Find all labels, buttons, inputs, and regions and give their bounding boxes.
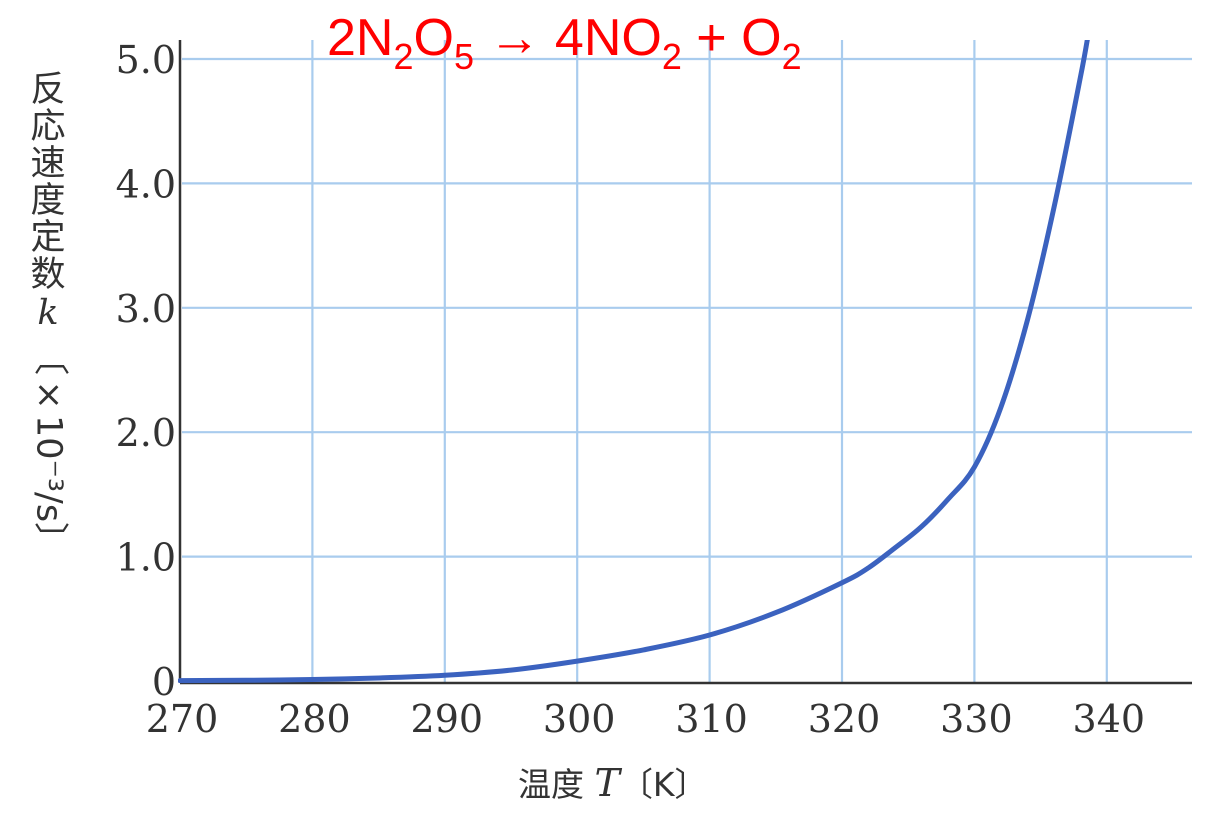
x-axis-label: 温度 T〔K〕 (518, 758, 708, 806)
x-axis-unit: 〔K〕 (619, 765, 708, 804)
chart-title: 2N2O5 → 4NO2 + O2 (327, 9, 802, 75)
title-part: O (413, 9, 454, 67)
x-axis-label-prefix: 温度 (518, 765, 595, 804)
series (178, 40, 1090, 684)
y-tick-label: 3.0 (116, 287, 176, 331)
y-axis-unit: 〔×10⁻³/s〕 (28, 339, 69, 557)
title-subscript: 2 (661, 36, 682, 77)
plot-background (182, 40, 1192, 683)
y-axis-label-char: 定 (30, 218, 66, 259)
y-axis-variable: k (37, 292, 59, 333)
y-tick-label: 0 (152, 660, 176, 704)
y-axis-label-char: 数 (30, 255, 66, 296)
y-axis-label-char: 度 (30, 181, 66, 222)
y-axis-label-char: 反 (30, 70, 66, 110)
title-part: 2N (327, 9, 394, 67)
title-part: → 4NO (474, 9, 662, 67)
y-tick-label: 2.0 (116, 411, 176, 455)
y-axis-label-char: 速 (30, 144, 66, 185)
y-axis-label-char: 応 (30, 107, 66, 148)
x-tick-label: 340 (1073, 697, 1146, 741)
y-axis-label: 反 応 速 度 定 数 k 〔×10⁻³/s〕 (22, 70, 74, 557)
axes (178, 40, 1192, 685)
y-tick-labels: 0 1.0 2.0 3.0 4.0 5.0 (116, 38, 176, 704)
series-line (178, 40, 1090, 684)
grid (182, 40, 1192, 683)
x-tick-label: 300 (543, 697, 616, 741)
y-tick-label: 4.0 (116, 162, 176, 206)
x-tick-label: 280 (278, 697, 351, 741)
title-subscript: 5 (453, 36, 474, 77)
x-axis-variable: T (594, 761, 620, 805)
title-subscript: 2 (393, 36, 414, 77)
title-subscript: 2 (781, 36, 802, 77)
x-tick-label: 310 (675, 697, 748, 741)
x-tick-label: 270 (146, 697, 219, 741)
y-tick-label: 1.0 (116, 536, 176, 580)
x-tick-label: 330 (940, 697, 1013, 741)
x-tick-label: 290 (411, 697, 484, 741)
x-tick-label: 320 (808, 697, 881, 741)
title-part: + O (681, 9, 782, 67)
x-tick-labels: 270 280 290 300 310 320 330 340 (146, 697, 1145, 741)
y-tick-label: 5.0 (116, 38, 176, 82)
